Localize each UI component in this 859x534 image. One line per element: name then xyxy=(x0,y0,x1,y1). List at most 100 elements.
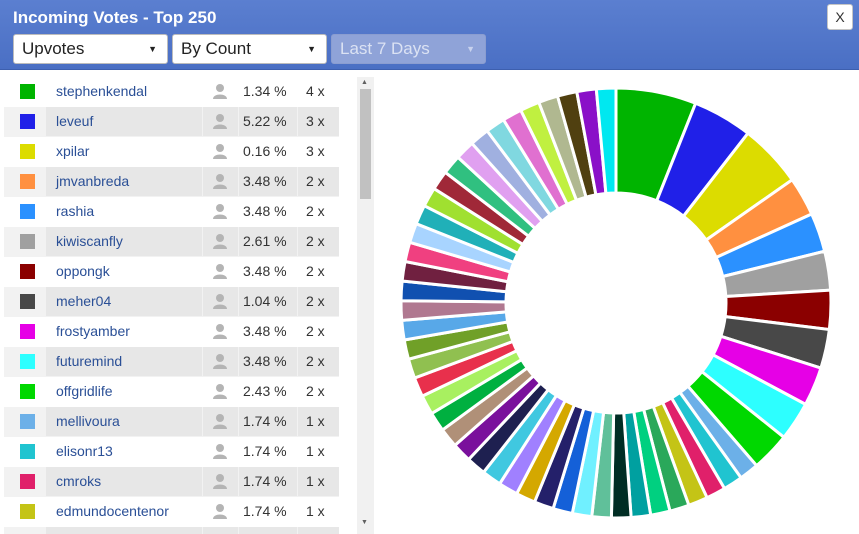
donut-slice[interactable] xyxy=(594,86,618,196)
voter-name-link[interactable]: frostyamber xyxy=(56,323,130,339)
percent-cell: 0.16 % xyxy=(239,137,297,166)
voter-name-link[interactable]: edmundocentenor xyxy=(56,503,169,519)
user-icon[interactable] xyxy=(212,323,228,339)
voter-name-link[interactable]: mellivoura xyxy=(56,413,120,429)
user-icon[interactable] xyxy=(212,293,228,309)
table-row: edmundocentenor 1.74 % 1 x xyxy=(4,497,339,527)
color-swatch-cell xyxy=(4,527,45,534)
scroll-down-icon[interactable]: ▼ xyxy=(361,519,368,526)
user-icon[interactable] xyxy=(212,83,228,99)
profile-cell xyxy=(203,107,238,136)
voter-name-link[interactable]: elisonr13 xyxy=(56,443,113,459)
table-row: offgridlife 2.43 % 2 x xyxy=(4,377,339,407)
count-cell: 1 x xyxy=(298,497,339,526)
count-cell: 2 x xyxy=(298,347,339,376)
name-cell: xpilar xyxy=(46,137,202,166)
user-icon[interactable] xyxy=(212,173,228,189)
vote-count: 3 x xyxy=(306,113,325,129)
color-swatch-cell xyxy=(4,77,45,106)
count-cell: 2 x xyxy=(298,197,339,226)
sort-dropdown[interactable]: By Count ▼ xyxy=(172,34,327,64)
color-swatch xyxy=(20,324,35,339)
profile-cell xyxy=(203,527,238,534)
votes-donut-chart xyxy=(378,77,859,534)
name-cell: jmvanbreda xyxy=(46,167,202,196)
user-icon[interactable] xyxy=(212,263,228,279)
percent-cell: 1.74 % xyxy=(239,407,297,436)
user-icon[interactable] xyxy=(212,383,228,399)
user-icon[interactable] xyxy=(212,503,228,519)
table-row: mellivoura 1.74 % 1 x xyxy=(4,407,339,437)
voter-name-link[interactable]: kiwiscanfly xyxy=(56,233,123,249)
voter-name-link[interactable]: cmroks xyxy=(56,473,102,489)
scroll-up-icon[interactable]: ▲ xyxy=(361,79,368,86)
voter-name-link[interactable]: meher04 xyxy=(56,293,112,309)
name-cell xyxy=(46,527,202,534)
count-cell xyxy=(298,527,339,534)
user-icon[interactable] xyxy=(212,113,228,129)
percent-cell: 1.74 % xyxy=(239,467,297,496)
color-swatch-cell xyxy=(4,137,45,166)
count-cell: 2 x xyxy=(298,257,339,286)
vote-count: 2 x xyxy=(306,353,325,369)
color-swatch xyxy=(20,144,35,159)
user-icon[interactable] xyxy=(212,143,228,159)
count-cell: 4 x xyxy=(298,77,339,106)
voter-list: stephenkendal 1.34 % 4 x leveuf 5.22 % 3 x xpi… xyxy=(4,77,339,534)
vote-type-dropdown[interactable]: Upvotes ▼ xyxy=(13,34,168,64)
name-cell: futuremind xyxy=(46,347,202,376)
voter-name-link[interactable]: offgridlife xyxy=(56,383,113,399)
percent-cell: 1.74 % xyxy=(239,437,297,466)
voter-name-link[interactable]: futuremind xyxy=(56,353,123,369)
vote-percent: 1.74 % xyxy=(243,413,287,429)
percent-cell: 3.48 % xyxy=(239,317,297,346)
vote-percent: 2.61 % xyxy=(243,233,287,249)
scrollbar-thumb[interactable] xyxy=(360,89,371,199)
user-icon[interactable] xyxy=(212,443,228,459)
color-swatch-cell xyxy=(4,497,45,526)
user-icon[interactable] xyxy=(212,353,228,369)
user-icon[interactable] xyxy=(212,413,228,429)
name-cell: rashia xyxy=(46,197,202,226)
percent-cell: 1.74 % xyxy=(239,497,297,526)
voter-name-link[interactable]: rashia xyxy=(56,203,95,219)
voter-name-link[interactable]: oppongk xyxy=(56,263,110,279)
vote-count: 4 x xyxy=(306,83,325,99)
percent-cell: 1.34 % xyxy=(239,77,297,106)
voter-name-link[interactable]: leveuf xyxy=(56,113,94,129)
period-value: Last 7 Days xyxy=(340,39,430,58)
table-row: leveuf 5.22 % 3 x xyxy=(4,107,339,137)
period-dropdown[interactable]: Last 7 Days ▼ xyxy=(331,34,486,64)
profile-cell xyxy=(203,257,238,286)
count-cell: 2 x xyxy=(298,317,339,346)
user-icon[interactable] xyxy=(212,233,228,249)
color-swatch-cell xyxy=(4,197,45,226)
close-button[interactable]: X xyxy=(827,4,853,30)
vote-percent: 2.43 % xyxy=(243,383,287,399)
window-header: Incoming Votes - Top 250 X Upvotes ▼ By … xyxy=(0,0,859,70)
color-swatch xyxy=(20,474,35,489)
color-swatch-cell xyxy=(4,407,45,436)
user-icon[interactable] xyxy=(212,473,228,489)
color-swatch xyxy=(20,204,35,219)
count-cell: 2 x xyxy=(298,227,339,256)
vote-count: 2 x xyxy=(306,203,325,219)
vote-count: 2 x xyxy=(306,173,325,189)
color-swatch xyxy=(20,384,35,399)
profile-cell xyxy=(203,377,238,406)
count-cell: 3 x xyxy=(298,107,339,136)
table-row: cmroks 1.74 % 1 x xyxy=(4,467,339,497)
profile-cell xyxy=(203,437,238,466)
percent-cell xyxy=(239,527,297,534)
voter-name-link[interactable]: stephenkendal xyxy=(56,83,148,99)
list-scrollbar[interactable]: ▲ ▼ xyxy=(357,77,374,534)
color-swatch xyxy=(20,414,35,429)
user-icon[interactable] xyxy=(212,203,228,219)
voter-name-link[interactable]: xpilar xyxy=(56,143,90,159)
color-swatch-cell xyxy=(4,347,45,376)
voter-name-link[interactable]: jmvanbreda xyxy=(56,173,130,189)
name-cell: stephenkendal xyxy=(46,77,202,106)
profile-cell xyxy=(203,317,238,346)
name-cell: edmundocentenor xyxy=(46,497,202,526)
count-cell: 2 x xyxy=(298,377,339,406)
